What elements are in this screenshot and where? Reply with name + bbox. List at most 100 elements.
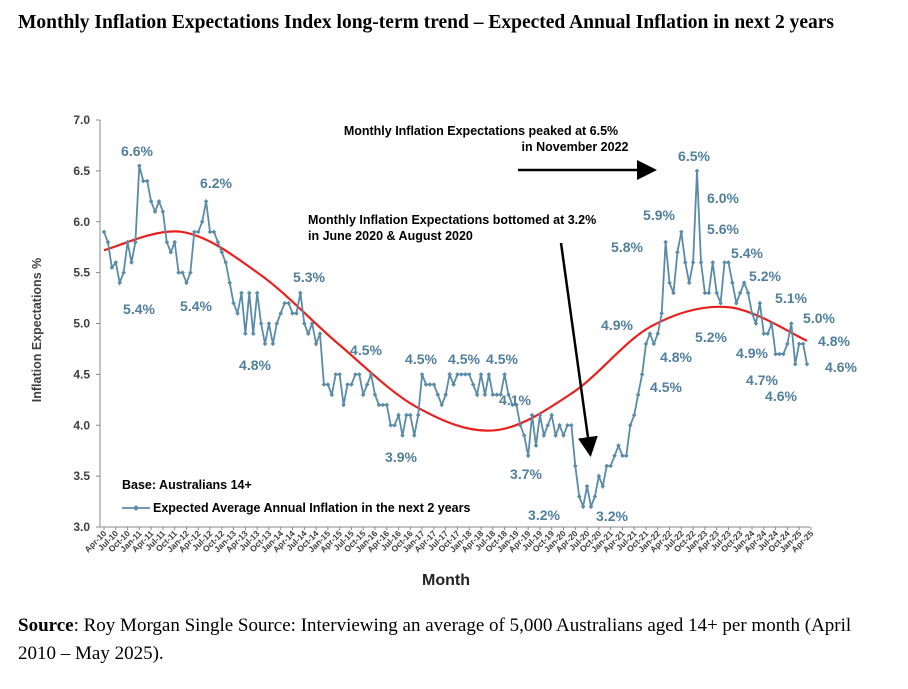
- data-point: [415, 412, 421, 418]
- data-point: [133, 239, 138, 245]
- x-axis-title: Month: [422, 572, 470, 589]
- data-point: [561, 433, 566, 438]
- y-tick-label: 6.0: [73, 215, 90, 229]
- data-point: [101, 229, 107, 235]
- data-point: [494, 392, 500, 398]
- data-point: [337, 372, 342, 377]
- data-point: [195, 229, 201, 235]
- data-point: [557, 422, 562, 428]
- data-point: [356, 372, 362, 377]
- data-point: [726, 260, 731, 265]
- data-point: [686, 280, 692, 286]
- source-note: Source: Roy Morgan Single Source: Interv…: [18, 612, 878, 668]
- data-label: 5.0%: [803, 310, 835, 326]
- data-point: [254, 290, 260, 296]
- data-point: [690, 260, 696, 265]
- data-label: 4.7%: [746, 372, 778, 388]
- data-point: [710, 260, 716, 265]
- data-point: [792, 361, 798, 367]
- data-point: [207, 229, 213, 235]
- data-point: [313, 341, 319, 347]
- data-label: 5.6%: [707, 221, 739, 237]
- data-point: [655, 331, 661, 336]
- data-point: [353, 372, 358, 377]
- data-point: [270, 341, 276, 347]
- data-point: [651, 341, 657, 347]
- data-point: [737, 290, 743, 296]
- data-point: [671, 290, 676, 296]
- data-label: 4.9%: [601, 317, 633, 333]
- data-point: [419, 372, 425, 377]
- data-point: [227, 280, 232, 286]
- data-point: [741, 280, 747, 286]
- y-tick-label: 4.5: [73, 367, 90, 381]
- data-point: [188, 270, 193, 275]
- data-label: 4.9%: [736, 345, 768, 361]
- bottom-annotation-line2: in June 2020 & August 2020: [308, 229, 473, 243]
- data-point: [345, 382, 350, 387]
- data-point: [679, 229, 684, 235]
- data-point: [722, 260, 727, 265]
- legend-marker: [133, 505, 139, 511]
- data-point: [647, 331, 653, 336]
- data-point: [376, 402, 382, 408]
- data-point: [635, 392, 641, 398]
- data-point: [643, 341, 649, 347]
- data-label: 4.5%: [650, 379, 682, 395]
- data-point: [137, 163, 142, 169]
- data-point: [459, 372, 464, 377]
- data-point: [730, 280, 735, 286]
- y-tick-label: 5.0: [73, 317, 90, 331]
- data-point: [514, 402, 519, 408]
- y-axis-title: Inflation Expectations %: [30, 258, 44, 402]
- data-point: [734, 300, 739, 306]
- data-label: 4.5%: [486, 351, 518, 367]
- data-point: [474, 392, 480, 398]
- y-tick-label: 3.0: [73, 520, 90, 534]
- data-point: [627, 422, 633, 428]
- data-point: [533, 443, 539, 448]
- data-point: [148, 199, 154, 204]
- data-point: [384, 402, 390, 408]
- data-point: [486, 372, 492, 377]
- data-point: [282, 300, 287, 306]
- data-point: [396, 412, 401, 418]
- data-point: [274, 321, 280, 326]
- data-point: [258, 321, 264, 326]
- data-point: [616, 443, 621, 448]
- data-point: [572, 463, 578, 469]
- y-tick-label: 4.0: [73, 418, 90, 432]
- data-label: 5.2%: [695, 329, 727, 345]
- data-label: 4.5%: [448, 351, 480, 367]
- data-label: 5.4%: [123, 301, 155, 317]
- data-point: [286, 300, 291, 306]
- data-point: [219, 249, 225, 255]
- data-point: [368, 372, 374, 377]
- data-point: [659, 311, 664, 316]
- y-tick-label: 6.5: [73, 164, 90, 178]
- data-point: [125, 239, 130, 245]
- data-point: [761, 331, 767, 336]
- data-point: [333, 372, 339, 377]
- data-point: [769, 321, 774, 326]
- data-point: [518, 422, 523, 428]
- data-point: [588, 504, 594, 509]
- bottom-arrow: [559, 242, 598, 457]
- data-point: [164, 239, 170, 245]
- data-point: [223, 260, 229, 265]
- data-label: 4.8%: [239, 357, 271, 373]
- data-label: 5.4%: [180, 298, 212, 314]
- data-point: [565, 422, 570, 428]
- y-tick-label: 5.5: [73, 266, 90, 280]
- data-point: [702, 290, 708, 296]
- data-point: [490, 392, 496, 398]
- data-point: [675, 249, 680, 255]
- data-point: [608, 463, 613, 469]
- data-point: [152, 209, 158, 214]
- data-point: [294, 311, 299, 316]
- data-label: 3.2%: [528, 507, 560, 523]
- data-point: [773, 351, 778, 357]
- data-point: [788, 321, 794, 326]
- data-point: [545, 422, 551, 428]
- y-tick-label: 3.5: [73, 469, 90, 483]
